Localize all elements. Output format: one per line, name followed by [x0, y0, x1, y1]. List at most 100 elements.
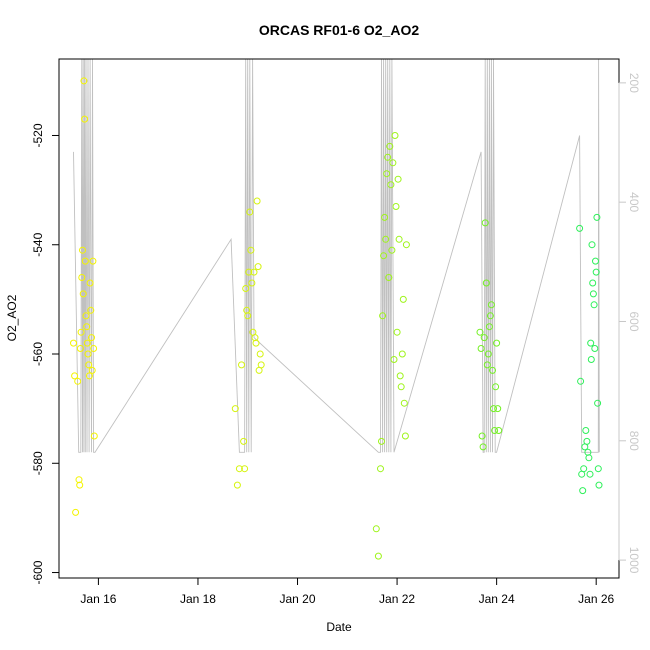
data-point	[485, 323, 493, 331]
data-point	[241, 465, 249, 473]
series-rf05	[576, 213, 603, 495]
data-point	[384, 153, 392, 161]
data-point	[89, 257, 97, 265]
data-point	[490, 405, 497, 413]
data-point	[588, 241, 596, 249]
data-point	[388, 246, 396, 254]
y-tick-label: -560	[31, 342, 45, 366]
data-point	[77, 328, 85, 336]
y-tick-label: -520	[31, 123, 45, 147]
data-point	[392, 203, 400, 210]
data-point	[74, 377, 82, 385]
data-point	[248, 279, 256, 287]
data-point	[402, 241, 410, 249]
data-point	[594, 399, 602, 407]
data-point	[396, 372, 404, 380]
data-point	[71, 372, 79, 380]
data-point	[372, 525, 380, 533]
data-point	[377, 465, 384, 473]
data-point	[251, 334, 259, 342]
x-tick-label: Jan 16	[80, 592, 116, 606]
data-point	[83, 323, 91, 331]
data-point	[84, 350, 92, 358]
data-point	[383, 170, 391, 178]
data-point	[245, 268, 253, 276]
series-rf03	[372, 132, 410, 560]
series-rf04	[476, 219, 503, 451]
data-point	[582, 427, 590, 434]
data-point	[400, 399, 408, 407]
data-point	[374, 552, 382, 560]
data-point	[380, 252, 388, 260]
x-tick-label: Jan 18	[180, 592, 216, 606]
data-point	[253, 197, 261, 205]
data-point	[244, 312, 252, 320]
data-point	[378, 437, 385, 445]
data-point	[256, 350, 264, 358]
grey-trace-line	[73, 59, 600, 453]
data-point	[393, 328, 401, 336]
data-point	[252, 339, 260, 347]
data-point	[394, 175, 402, 183]
data-point	[577, 377, 585, 385]
y-tick-label: -540	[31, 232, 45, 256]
data-point	[481, 219, 489, 227]
data-point	[580, 465, 588, 473]
data-point	[379, 312, 387, 320]
data-point	[587, 339, 595, 347]
data-point	[391, 132, 399, 139]
data-point	[85, 361, 93, 369]
data-point	[583, 437, 591, 445]
data-point	[399, 295, 407, 303]
right-y-tick-label: 1000	[627, 547, 641, 574]
data-point	[90, 345, 98, 352]
chart-title: ORCAS RF01-6 O2_AO2	[259, 22, 419, 38]
data-point	[401, 432, 409, 440]
right-y-tick-label: 800	[627, 431, 641, 451]
x-tick-label: Jan 20	[280, 592, 316, 606]
y-axis-label: O2_AO2	[5, 294, 19, 341]
data-point	[494, 405, 502, 413]
data-point	[85, 372, 93, 380]
data-point	[88, 366, 96, 374]
x-tick-label: Jan 22	[379, 592, 415, 606]
data-point	[81, 115, 89, 123]
data-point	[387, 181, 395, 189]
data-point	[493, 339, 501, 347]
data-point	[479, 443, 487, 451]
data-point	[76, 345, 84, 352]
data-point	[486, 312, 494, 320]
data-point	[590, 301, 598, 309]
data-point	[382, 235, 390, 243]
data-point	[489, 366, 496, 374]
data-point	[235, 465, 243, 473]
data-point	[88, 334, 95, 342]
y-tick-label: -580	[31, 451, 45, 475]
data-point	[72, 508, 80, 516]
data-point	[390, 356, 398, 363]
data-point	[589, 290, 597, 298]
data-point	[592, 257, 599, 265]
data-point	[381, 213, 389, 221]
x-tick-label: Jan 24	[479, 592, 515, 606]
data-point	[386, 142, 394, 150]
data-point	[586, 470, 594, 478]
data-point	[495, 427, 503, 434]
data-point	[492, 383, 500, 391]
right-y-tick-label: 600	[627, 311, 641, 331]
data-point	[247, 246, 255, 254]
series-rf01	[70, 77, 98, 516]
data-point	[242, 285, 250, 292]
right-y-tick-label: 400	[627, 192, 641, 212]
data-point	[389, 159, 397, 167]
data-point	[75, 476, 83, 484]
data-point	[595, 481, 603, 489]
data-point	[398, 350, 406, 358]
data-point	[246, 208, 254, 216]
data-point	[591, 345, 599, 352]
right-y-tick-label: 200	[627, 73, 641, 93]
data-point	[576, 224, 584, 232]
data-point	[482, 279, 490, 287]
data-point	[86, 279, 94, 287]
